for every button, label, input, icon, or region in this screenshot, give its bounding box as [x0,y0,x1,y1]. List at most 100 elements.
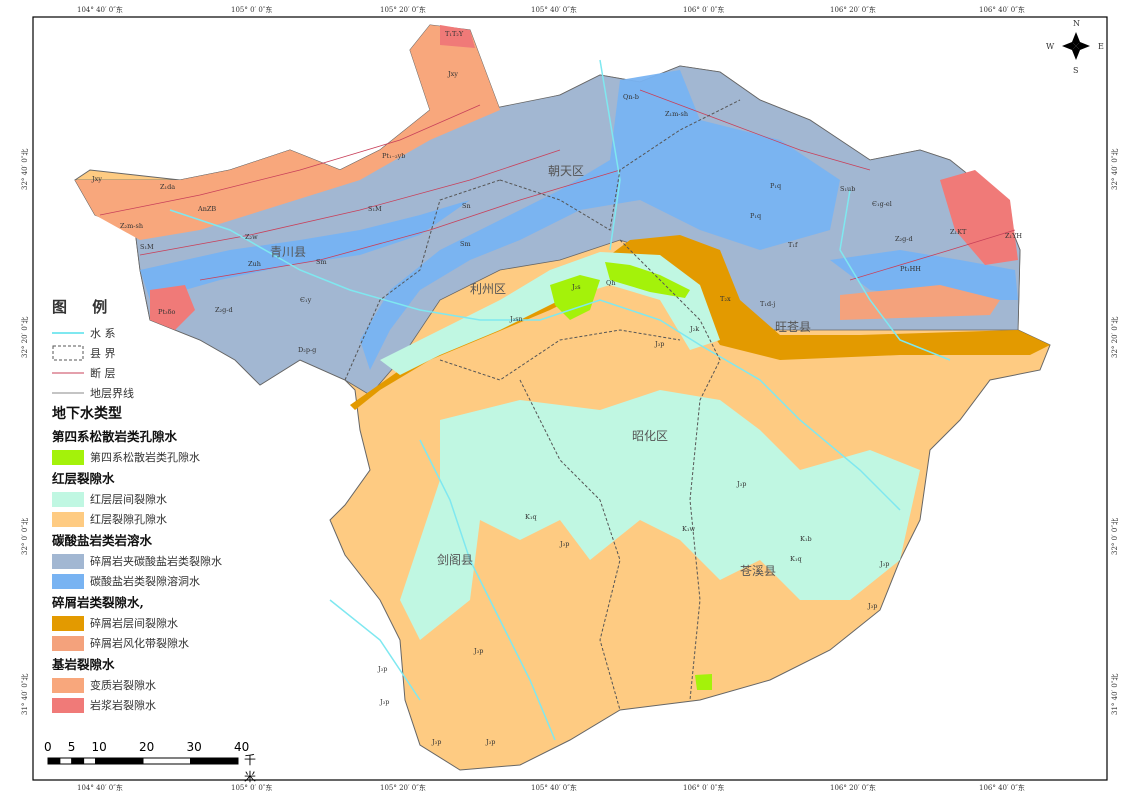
region-clastic-weathered [840,285,1000,320]
legend-item: 红层层间裂隙水 [52,489,242,509]
county-label: 剑阁县 [437,553,474,567]
geologic-unit-label: Z₂g-d [215,306,233,314]
scale-tick: 5 [67,740,76,754]
geologic-unit-label: T₂x [720,295,731,303]
geologic-unit-label: J₃p [486,738,496,746]
county-label: 旺苍县 [775,320,812,334]
geologic-unit-label: Sn [462,202,471,210]
legend-label: 碎屑岩夹碳酸盐岩类裂隙水 [90,555,222,568]
legend: 图 例 水 系 县 界 断 层 地层界线 地下水类型 第四系松散岩类孔隙水 第四系… [52,296,242,715]
geologic-unit-label: J₃p [380,698,390,706]
legend-swatch [52,449,84,465]
region-metamorphic [75,25,500,240]
legend-label: 碳酸盐岩类裂隙溶洞水 [90,575,200,588]
geologic-unit-label: Z₁YH [1005,232,1023,240]
geologic-unit-label: Pt₁₋₂yb [382,152,406,160]
geologic-unit-label: Є₁g-el [872,200,892,208]
geologic-unit-label: S₁M [368,205,382,213]
geologic-unit-label: Z₂m-sh [120,222,144,230]
legend-item: 变质岩裂隙水 [52,675,242,695]
geologic-unit-label: AnZB [198,205,217,213]
legend-label: 断 层 [90,367,116,380]
compass-w: W [1046,42,1055,51]
tick-top: 105° 0′ 0″东 [231,6,273,14]
legend-item: 碳酸盐岩类裂隙溶洞水 [52,571,242,591]
legend-swatch [52,553,84,569]
tick-left: 31° 40′ 0″北 [21,673,29,715]
scale-unit: 千米 [244,753,257,784]
tick-right: 32° 20′ 0″北 [1111,316,1119,358]
tick-top: 104° 40′ 0″东 [77,6,123,14]
legend-label: 水 系 [90,327,116,340]
legend-swatch [52,635,84,651]
scale-segment [190,757,239,765]
tick-top: 106° 0′ 0″东 [683,6,725,14]
geologic-unit-label: Qn-b [623,93,639,101]
legend-swatch [52,573,84,589]
geologic-unit-label: J₃p [737,480,747,488]
region-magmatic-3 [440,25,475,48]
tick-right: 31° 40′ 0″北 [1111,673,1119,715]
geologic-unit-label: J₃p [432,738,442,746]
compass-e: E [1098,42,1104,51]
geologic-unit-label: T₁T₂Y [445,30,464,38]
legend-label: 红层裂隙孔隙水 [90,513,167,526]
geologic-unit-label: Jxy [92,175,102,183]
geologic-unit-label: K₁q [790,555,802,563]
north-arrow-icon [1062,32,1090,60]
geologic-unit-label: Sm [460,240,471,248]
geologic-unit-label: D₂p-g [298,346,317,354]
county-label: 利州区 [470,282,507,296]
tick-bottom: 105° 40′ 0″东 [531,784,577,792]
scale-tick: 10 [91,740,107,754]
region-magmatic-2 [940,170,1018,265]
legend-label: 红层层间裂隙水 [90,493,167,506]
geologic-unit-label: Z₁da [160,183,176,191]
geologic-unit-label: P₁q [770,182,782,190]
geologic-unit-label: J₃p [880,560,890,568]
geologic-unit-label: J₂s [572,283,581,291]
geologic-unit-label: Є₁y [300,296,312,304]
legend-item: 红层裂隙孔隙水 [52,509,242,529]
legend-group-title: 基岩裂隙水 [52,657,115,672]
tick-right: 32° 0′ 0″北 [1111,518,1119,555]
geologic-unit-label: J₃p [655,340,665,348]
geologic-unit-label: Z₁KT [950,228,967,236]
county-label: 昭化区 [632,429,669,443]
geologic-unit-label: J₂k [690,325,700,333]
compass-n: N [1073,19,1080,28]
legend-label: 第四系松散岩类孔隙水 [90,451,200,464]
geologic-unit-label: P₁q [750,212,762,220]
geologic-unit-label: K₁b [800,535,812,543]
geologic-unit-label: J₃p [560,540,570,548]
legend-water: 水 系 [52,323,242,343]
geologic-unit-label: J₃sn [510,315,523,323]
county-label: 青川县 [270,245,307,259]
legend-label: 县 界 [90,347,116,360]
compass-s: S [1073,66,1079,75]
geologic-unit-label: S₁ub [840,185,856,193]
county-boundaries [344,99,741,711]
tick-bottom: 105° 20′ 0″东 [380,784,426,792]
legend-group-title: 碎屑岩类裂隙水, [52,595,144,610]
legend-item: 碎屑岩夹碳酸盐岩类裂隙水 [52,551,242,571]
legend-group-title: 红层裂隙水 [52,471,115,486]
geologic-unit-label: K₁q [525,513,537,521]
geologic-unit-label: S₁M [140,243,154,251]
fault-lines [99,89,1016,281]
scale-segment [142,757,191,765]
legend-boundary: 县 界 [52,343,242,363]
tick-top: 106° 20′ 0″东 [830,6,876,14]
legend-label: 碎屑岩风化带裂隙水 [90,637,189,650]
region-quaternary [550,275,600,320]
scale-segment [59,757,73,765]
scale-segment [95,757,144,765]
legend-swatch [52,697,84,713]
region-carbonate-karst-2 [140,200,470,300]
legend-title: 图 例 [52,298,118,316]
county-label: 苍溪县 [740,564,777,578]
scale-segment [47,757,61,765]
tick-top: 105° 40′ 0″东 [531,6,577,14]
legend-contact: 地层界线 [52,383,242,403]
legend-section-title: 地下水类型 [52,406,122,422]
